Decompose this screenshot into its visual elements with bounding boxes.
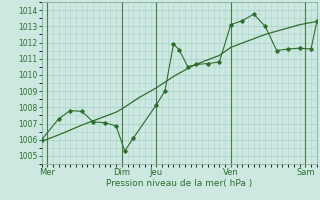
X-axis label: Pression niveau de la mer( hPa ): Pression niveau de la mer( hPa ): [106, 179, 252, 188]
